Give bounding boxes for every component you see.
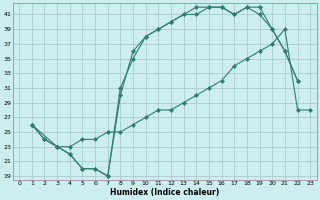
X-axis label: Humidex (Indice chaleur): Humidex (Indice chaleur) bbox=[110, 188, 219, 197]
